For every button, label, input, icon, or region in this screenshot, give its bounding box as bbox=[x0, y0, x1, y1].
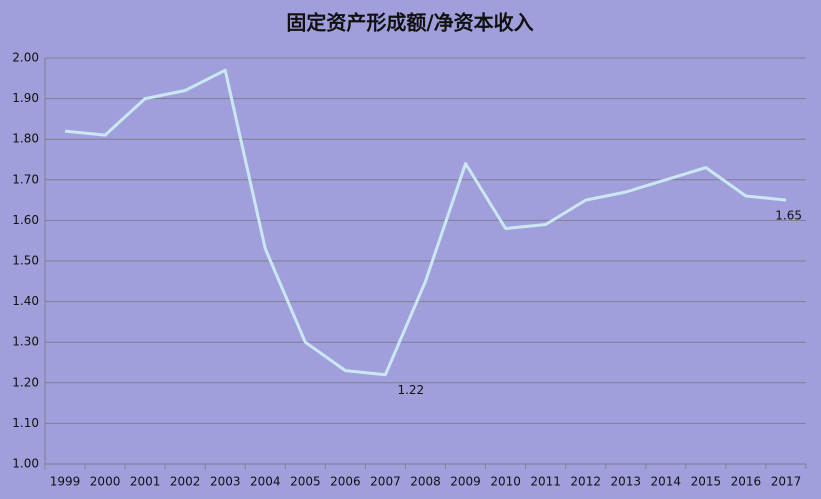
y-tick-label: 1.10 bbox=[12, 416, 39, 430]
x-tick-label: 2006 bbox=[330, 475, 361, 489]
x-tick-label: 2002 bbox=[170, 475, 201, 489]
x-tick-label: 2017 bbox=[771, 475, 802, 489]
x-tick-label: 2015 bbox=[691, 475, 722, 489]
x-tick-label: 2000 bbox=[90, 475, 121, 489]
x-tick-label: 2001 bbox=[130, 475, 161, 489]
y-tick-label: 1.90 bbox=[12, 91, 39, 105]
y-tick-label: 1.20 bbox=[12, 375, 39, 389]
y-tick-label: 2.00 bbox=[12, 51, 39, 65]
y-tick-label: 1.40 bbox=[12, 294, 39, 308]
y-tick-label: 1.30 bbox=[12, 335, 39, 349]
x-tick-label: 2004 bbox=[250, 475, 281, 489]
data-label: 1.22 bbox=[397, 383, 424, 397]
x-tick-label: 2013 bbox=[610, 475, 641, 489]
x-tick-label: 2005 bbox=[290, 475, 321, 489]
x-tick-label: 2011 bbox=[530, 475, 561, 489]
line-series bbox=[64, 68, 787, 377]
x-tick-label: 2007 bbox=[370, 475, 401, 489]
x-tick-label: 1999 bbox=[50, 475, 81, 489]
y-tick-label: 1.60 bbox=[12, 213, 39, 227]
y-tick-label: 1.70 bbox=[12, 172, 39, 186]
data-label: 1.65 bbox=[775, 209, 802, 223]
y-tick-label: 1.80 bbox=[12, 132, 39, 146]
y-tick-label: 1.50 bbox=[12, 254, 39, 268]
x-tick-label: 2012 bbox=[570, 475, 601, 489]
x-tick-label: 2003 bbox=[210, 475, 241, 489]
x-tick-label: 2014 bbox=[651, 475, 682, 489]
x-tick-label: 2016 bbox=[731, 475, 762, 489]
x-tick-label: 2010 bbox=[490, 475, 521, 489]
x-tick-label: 2009 bbox=[450, 475, 481, 489]
chart-title: 固定资产形成额/净资本收入 bbox=[286, 11, 533, 35]
y-tick-label: 1.00 bbox=[12, 457, 39, 471]
x-tick-label: 2008 bbox=[410, 475, 441, 489]
